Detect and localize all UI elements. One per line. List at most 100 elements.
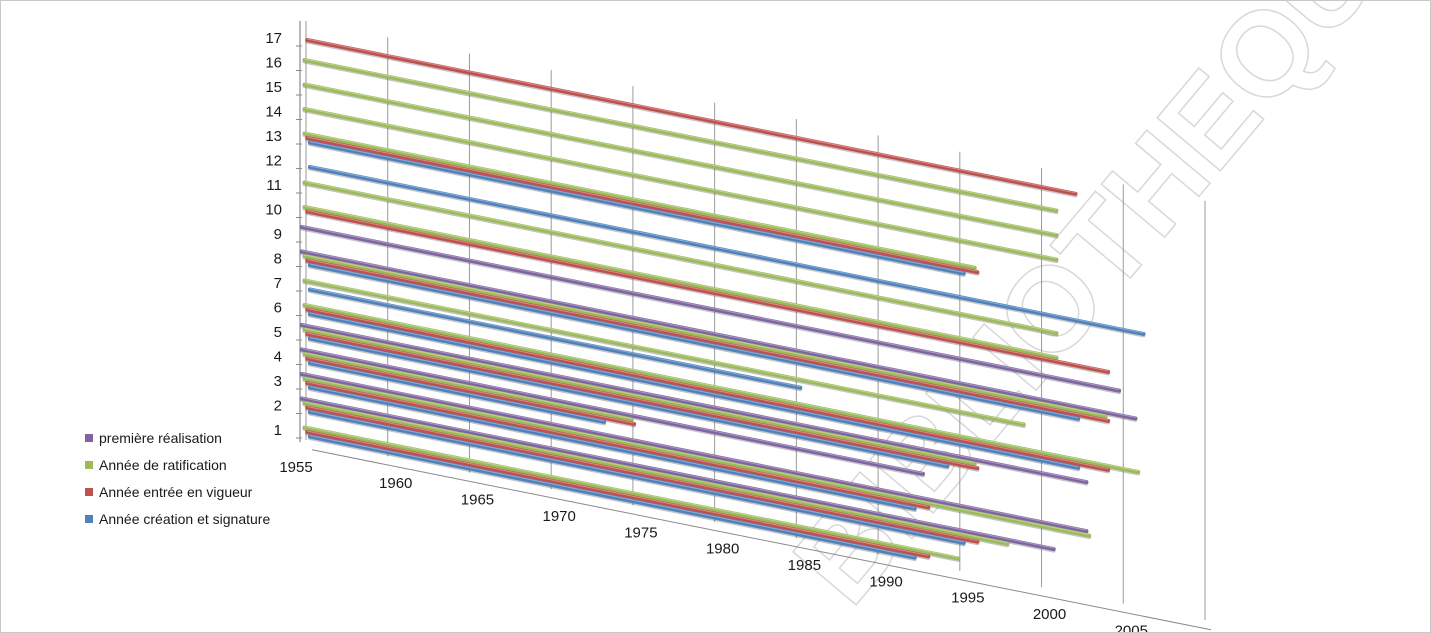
bar [307, 140, 966, 276]
bar-highlight [301, 397, 1054, 549]
gridlines [305, 20, 1206, 620]
bar-highlight [309, 361, 605, 422]
bar [305, 381, 931, 510]
bar [307, 165, 1146, 336]
x-tick-label: 1970 [542, 508, 575, 525]
y-tick-label: 14 [265, 104, 282, 121]
bar-highlight [307, 38, 1076, 194]
bar-highlight [304, 254, 1106, 416]
x-tick-label: 2000 [1033, 606, 1066, 623]
bar [307, 312, 1081, 470]
x-tick-label: 1995 [951, 590, 984, 607]
bar-highlight [304, 352, 632, 419]
bar-highlight [304, 107, 1057, 260]
bar [307, 361, 607, 424]
bar-highlight [307, 406, 978, 542]
bar [305, 258, 1111, 423]
bar [302, 58, 1059, 213]
bar-highlight [309, 165, 1144, 334]
bar [305, 136, 980, 275]
bar-highlight [301, 250, 1136, 418]
bar [299, 225, 1122, 393]
bar [302, 107, 1059, 262]
y-tick-label: 3 [274, 373, 282, 390]
bar-highlight [304, 328, 975, 464]
bar [307, 263, 1081, 421]
bar [302, 180, 1059, 336]
bar-highlight [307, 136, 978, 272]
legend-swatch [85, 488, 93, 496]
bar [307, 287, 803, 390]
bar-highlight [307, 430, 929, 556]
bar [302, 327, 977, 466]
bar-highlight [309, 312, 1079, 468]
bar-highlight [301, 348, 924, 474]
x-axis-line [311, 449, 1212, 631]
bar [305, 209, 1111, 374]
bar-highlight [304, 401, 1008, 544]
bar [305, 405, 980, 544]
y-tick-label: 15 [265, 79, 282, 96]
y-tick-label: 4 [274, 349, 282, 366]
bar-highlight [304, 426, 959, 558]
bar-highlight [304, 279, 1024, 424]
bar [302, 278, 1026, 427]
y-tick-label: 13 [265, 128, 282, 145]
bars [299, 38, 1146, 562]
bar-highlight [307, 259, 1109, 421]
bar [299, 249, 1138, 421]
watermark-text: BIBLIOTHEQUE [768, 1, 1430, 628]
legend-label: Année de ratification [99, 457, 227, 473]
bar-highlight [304, 303, 1139, 472]
bar-highlight [309, 337, 948, 466]
bar-highlight [309, 288, 801, 388]
x-tick-label: 1965 [461, 492, 494, 509]
bar-highlight [309, 263, 1079, 419]
x-tick-label: 1975 [624, 524, 657, 541]
bar-highlight [307, 332, 978, 468]
bar [299, 323, 1089, 485]
x-tick-label: 1955 [279, 459, 312, 476]
y-tick-label: 16 [265, 55, 282, 72]
x-tick-label: 1990 [869, 573, 902, 590]
bar-highlight [307, 210, 1109, 372]
y-tick-label: 2 [274, 398, 282, 415]
bar-highlight [304, 377, 1090, 536]
legend: première réalisation Année de ratificatio… [85, 430, 270, 527]
bar-highlight [301, 225, 1120, 391]
bar-highlight [309, 435, 915, 558]
bar-highlight [304, 58, 1057, 211]
bar-highlight [307, 308, 1109, 470]
y-tick-label: 17 [265, 30, 282, 47]
x-tick-label: 1980 [706, 541, 739, 558]
bar [302, 82, 1059, 238]
y-tick-label: 8 [274, 251, 282, 268]
axes [299, 20, 1212, 631]
y-tick-label: 12 [265, 153, 282, 170]
bar-highlight [307, 381, 929, 507]
y-tick-label: 6 [274, 300, 282, 317]
bar [302, 376, 1092, 538]
y-tick-label: 5 [274, 324, 282, 341]
bar-highlight [309, 410, 964, 543]
legend-swatch [85, 515, 93, 523]
bar-highlight [309, 141, 964, 273]
bar [305, 307, 1111, 472]
bar [302, 254, 1108, 419]
bar [305, 332, 980, 471]
x-tick-label: 2005 [1115, 622, 1148, 632]
bar-highlight [304, 181, 1057, 333]
bar [299, 396, 1056, 552]
bar [302, 205, 1059, 360]
bar-highlight [304, 132, 975, 268]
legend-label: Année création et signature [99, 511, 270, 527]
y-tick-label: 11 [266, 177, 282, 194]
bar [302, 352, 634, 422]
legend-label: première réalisation [99, 430, 222, 446]
bar [305, 356, 637, 426]
bar [307, 434, 917, 560]
bar-highlight [304, 83, 1057, 235]
